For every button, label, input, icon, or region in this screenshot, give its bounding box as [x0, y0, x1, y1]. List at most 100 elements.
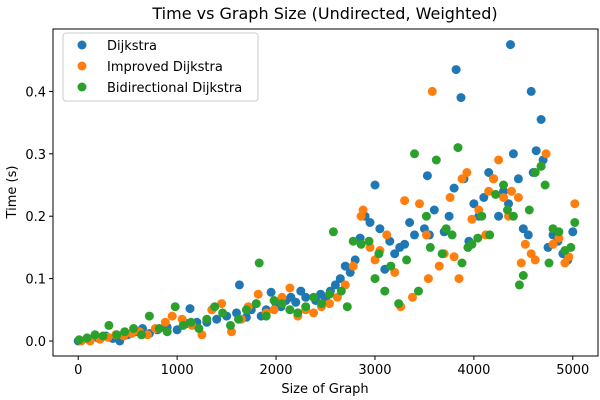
data-point: [434, 261, 444, 271]
data-point: [473, 233, 483, 243]
data-point: [212, 314, 222, 324]
data-point: [218, 308, 228, 318]
data-point: [507, 186, 516, 196]
data-point: [358, 205, 368, 215]
legend-label: Improved Dijkstra: [107, 60, 223, 75]
data-point: [348, 261, 358, 271]
data-point: [444, 211, 454, 221]
data-point: [317, 299, 326, 309]
x-tick-label: 0: [74, 363, 82, 378]
data-point: [400, 196, 410, 206]
data-point: [422, 171, 432, 181]
data-point: [469, 199, 479, 209]
data-point: [506, 40, 515, 50]
data-point: [449, 183, 459, 193]
data-point: [484, 168, 494, 177]
data-point: [370, 274, 380, 284]
data-point: [405, 218, 415, 227]
data-point: [566, 242, 576, 252]
data-point: [186, 317, 196, 327]
data-point: [503, 205, 512, 215]
data-point: [514, 280, 524, 290]
data-point: [431, 155, 441, 165]
data-point: [253, 289, 263, 299]
data-point: [293, 308, 303, 318]
data-point: [489, 174, 499, 184]
data-point: [513, 193, 523, 202]
data-point: [518, 224, 528, 234]
data-point: [402, 255, 412, 265]
data-point: [285, 283, 295, 293]
data-point: [410, 230, 419, 240]
data-point: [390, 249, 400, 259]
data-point: [309, 308, 319, 318]
x-tick-label: 3000: [358, 363, 391, 378]
data-point: [269, 296, 279, 305]
data-point: [251, 299, 261, 309]
data-point: [336, 286, 346, 296]
x-tick-label: 2000: [259, 363, 292, 378]
data-point: [296, 286, 306, 296]
data-point: [364, 236, 374, 246]
data-point: [386, 261, 396, 271]
data-point: [301, 302, 311, 312]
data-point: [90, 330, 100, 340]
data-point: [429, 205, 439, 215]
chart-title: Time vs Graph Size (Undirected, Weighted…: [151, 4, 497, 23]
data-point: [104, 320, 114, 330]
data-point: [499, 186, 508, 196]
data-point: [365, 218, 375, 227]
data-point: [513, 174, 523, 184]
data-point: [457, 174, 467, 184]
data-point: [217, 299, 227, 309]
data-point: [400, 239, 410, 249]
data-point: [494, 155, 504, 165]
data-point: [261, 311, 271, 321]
data-point: [523, 230, 533, 240]
data-point: [185, 304, 195, 314]
data-point: [167, 311, 177, 321]
data-point: [266, 287, 276, 297]
x-tick-label: 5000: [556, 363, 589, 378]
data-point: [382, 230, 392, 240]
data-point: [457, 258, 467, 268]
data-point: [554, 227, 564, 237]
y-tick-label: 0.3: [25, 148, 46, 163]
data-point: [98, 331, 108, 341]
data-point: [445, 193, 455, 202]
data-point: [524, 205, 534, 215]
data-point: [129, 324, 139, 333]
data-point: [328, 227, 338, 237]
data-point: [414, 286, 423, 296]
data-point: [485, 230, 495, 240]
data-point: [479, 193, 489, 202]
data-point: [234, 314, 243, 324]
data-point: [325, 299, 334, 309]
data-point: [178, 320, 188, 330]
data-point: [291, 297, 301, 307]
data-point: [499, 180, 508, 190]
data-point: [269, 305, 279, 315]
data-point: [456, 93, 466, 103]
data-point: [370, 180, 380, 190]
data-point: [160, 317, 170, 327]
data-point: [277, 299, 287, 309]
y-tick-label: 0.4: [25, 85, 46, 100]
data-point: [427, 86, 437, 96]
data-point: [462, 168, 472, 177]
data-point: [162, 327, 172, 337]
data-point: [568, 227, 578, 237]
data-point: [277, 292, 287, 302]
data-point: [112, 330, 122, 340]
data-point: [530, 255, 540, 265]
data-point: [285, 305, 295, 315]
data-point: [536, 115, 546, 124]
data-point: [421, 230, 431, 240]
data-point: [441, 224, 451, 234]
data-point: [518, 271, 528, 280]
data-point: [499, 193, 508, 202]
data-point: [410, 149, 419, 159]
data-point: [380, 286, 390, 296]
data-point: [154, 324, 164, 333]
